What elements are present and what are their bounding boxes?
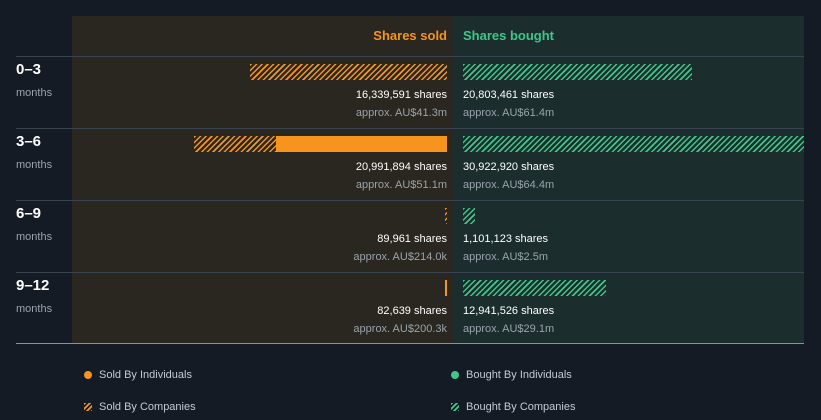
bought-by-companies-bar — [463, 208, 476, 224]
shares-bought-header: Shares bought — [463, 28, 555, 43]
sold-shares-value: 89,961 shares — [377, 233, 447, 245]
legend-label: Sold By Companies — [99, 401, 196, 413]
legend-sold-by-companies: Sold By Companies — [84, 401, 196, 413]
chart-baseline — [16, 343, 804, 344]
bought-shares-value: 12,941,526 shares — [463, 305, 555, 317]
period-unit-label: months — [16, 87, 53, 99]
bought-shares-value: 1,101,123 shares — [463, 233, 549, 245]
bought-approx-value: approx. AU$2.5m — [463, 251, 548, 263]
sold-shares-value: 82,639 shares — [377, 305, 447, 317]
legend-label: Bought By Individuals — [466, 369, 572, 381]
period-unit-label: months — [16, 159, 53, 171]
row-separator — [16, 200, 804, 201]
legend-swatch-sold-individuals — [84, 371, 92, 379]
bought-shares-value: 30,922,920 shares — [463, 161, 555, 173]
legend-label: Sold By Individuals — [99, 369, 192, 381]
row-separator — [16, 272, 804, 273]
legend-label: Bought By Companies — [466, 401, 576, 413]
sold-by-companies-bar — [194, 136, 276, 152]
sold-approx-value: approx. AU$41.3m — [355, 107, 447, 119]
period-label: 6–9 — [16, 205, 42, 222]
bought-approx-value: approx. AU$61.4m — [463, 107, 555, 119]
row-separator — [16, 56, 804, 57]
legend-sold-by-individuals: Sold By Individuals — [84, 369, 192, 381]
bought-approx-value: approx. AU$29.1m — [463, 323, 555, 335]
legend-swatch-bought-companies — [451, 403, 459, 411]
sold-approx-value: approx. AU$200.3k — [353, 323, 447, 335]
legend-bought-by-companies: Bought By Companies — [451, 401, 575, 413]
sold-by-individuals-bar — [445, 280, 447, 296]
period-label: 0–3 — [16, 61, 42, 78]
sold-by-companies-bar — [250, 64, 447, 80]
bought-shares-value: 20,803,461 shares — [463, 89, 555, 101]
sold-shares-value: 20,991,894 shares — [355, 161, 447, 173]
bought-by-companies-bar — [463, 64, 693, 80]
shares-sold-header: Shares sold — [373, 28, 447, 43]
bought-approx-value: approx. AU$64.4m — [463, 179, 555, 191]
legend-bought-by-individuals: Bought By Individuals — [451, 369, 572, 381]
bought-by-companies-bar — [463, 280, 606, 296]
sold-shares-value: 16,339,591 shares — [355, 89, 447, 101]
sold-approx-value: approx. AU$214.0k — [353, 251, 447, 263]
legend-swatch-bought-individuals — [451, 371, 459, 379]
period-label: 3–6 — [16, 133, 42, 150]
legend-swatch-sold-companies — [84, 403, 92, 411]
row-separator — [16, 128, 804, 129]
bought-by-companies-bar — [463, 136, 804, 152]
sold-by-companies-bar — [445, 208, 447, 224]
period-unit-label: months — [16, 231, 53, 243]
period-label: 9–12 — [16, 277, 50, 294]
sold-approx-value: approx. AU$51.1m — [355, 179, 447, 191]
sold-by-individuals-bar — [275, 136, 447, 152]
period-unit-label: months — [16, 303, 53, 315]
